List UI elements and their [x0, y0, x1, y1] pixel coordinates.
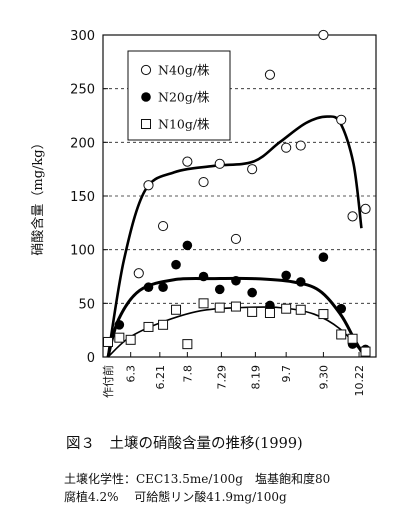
legend: N40g/株 N20g/株 N10g/株	[127, 50, 231, 141]
data-point	[336, 114, 347, 125]
data-point	[143, 282, 154, 293]
figure-caption: 図３ 土壌の硝酸含量の推移(1999)	[66, 436, 303, 452]
trend-line	[106, 115, 363, 358]
x-tick-label: 9.30	[317, 365, 330, 390]
x-tick-label: 作付前	[101, 365, 115, 398]
y-tick-label: 150	[70, 190, 95, 205]
data-point	[360, 346, 371, 357]
data-point	[318, 29, 329, 41]
x-tick-label: 6.3	[125, 365, 138, 383]
soil-note-1: 土壌化学性：CEC13.5me/100g 塩基飽和度80	[64, 472, 331, 486]
data-point	[125, 334, 136, 345]
data-point	[214, 284, 225, 295]
y-tick-label: 100	[70, 244, 95, 259]
data-point	[264, 69, 276, 80]
data-point	[264, 307, 275, 318]
data-point	[103, 336, 113, 347]
y-tick-label: 50	[78, 297, 95, 312]
data-point	[171, 304, 182, 315]
data-point	[157, 220, 169, 232]
x-tick-label: 6.21	[154, 365, 167, 390]
legend-marker	[140, 64, 152, 76]
trend-line	[106, 276, 363, 358]
data-point	[182, 339, 193, 350]
data-point	[281, 303, 292, 314]
data-point	[198, 271, 209, 282]
x-tick-label: 7.29	[215, 365, 228, 390]
data-point	[247, 164, 258, 175]
data-point	[295, 304, 306, 315]
data-point	[347, 333, 358, 344]
x-tick-label: 8.19	[249, 365, 262, 390]
y-tick-label: 250	[70, 83, 95, 98]
data-point	[318, 309, 329, 320]
data-point	[182, 240, 193, 251]
data-point	[281, 142, 292, 153]
data-point	[230, 233, 242, 245]
data-point	[198, 176, 209, 188]
data-point	[133, 268, 144, 279]
y-tick-label: 300	[70, 29, 95, 44]
data-point	[143, 321, 154, 332]
data-point	[158, 319, 169, 330]
y-ticks: 0 50 100 150 200 250 300	[70, 29, 108, 366]
y-tick-label: 200	[70, 136, 95, 151]
data-point	[214, 158, 225, 169]
data-point	[158, 282, 168, 293]
data-point	[114, 320, 125, 330]
data-points	[103, 29, 371, 357]
data-point	[247, 306, 258, 317]
legend-marker	[141, 119, 151, 129]
legend-label: N10g/株	[158, 117, 210, 132]
data-point	[114, 332, 125, 343]
soil-note-2: 腐植4.2% 可給態リン酸41.9mg/100g	[64, 490, 287, 504]
data-point	[182, 156, 193, 167]
data-point	[171, 259, 181, 270]
x-tick-label: 10.22	[353, 365, 366, 397]
x-tick-label: 9.7	[280, 365, 293, 383]
data-point	[198, 298, 209, 309]
data-point	[247, 287, 257, 298]
data-point	[214, 302, 225, 313]
y-tick-label: 0	[87, 351, 95, 366]
data-point	[265, 300, 275, 311]
data-point	[360, 203, 371, 214]
data-point	[295, 140, 306, 151]
data-point	[295, 277, 306, 287]
data-point	[336, 303, 347, 314]
legend-label: N40g/株	[158, 63, 210, 78]
legend-marker	[141, 92, 151, 102]
data-point	[347, 211, 358, 222]
data-point	[143, 180, 154, 191]
x-tick-label: 7.8	[181, 365, 194, 383]
data-point	[318, 252, 329, 262]
data-point	[231, 275, 241, 286]
y-axis-label: 硝酸含量（mg/kg）	[30, 136, 46, 255]
data-point	[230, 301, 241, 312]
data-point	[336, 329, 347, 340]
data-point	[281, 270, 291, 281]
legend-label: N20g/株	[158, 90, 210, 105]
nitrate-chart: 0 50 100 150 200 250 300 作付前 6.3 6.21 7.8 7.29 8.19…	[30, 29, 377, 398]
x-ticks: 作付前 6.3 6.21 7.8 7.29 8.19 9.7 9.30 10.22	[101, 352, 366, 398]
